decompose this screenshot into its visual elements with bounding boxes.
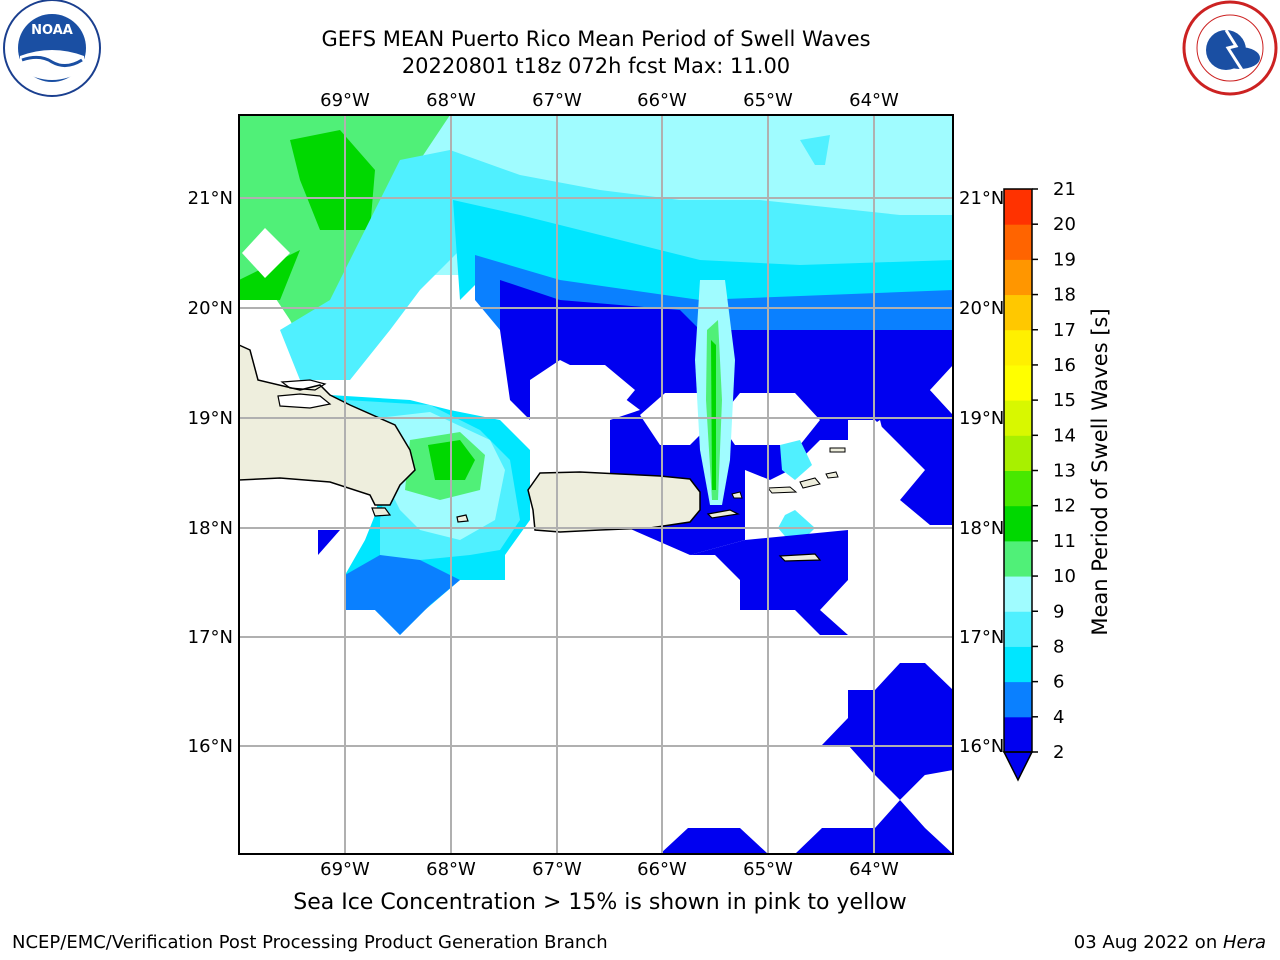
colorbar-tick-label: 6	[1053, 672, 1064, 693]
colorbar-segment	[1004, 259, 1032, 296]
colorbar-tick-label: 12	[1053, 496, 1076, 517]
colorbar-tick-label: 17	[1053, 320, 1076, 341]
colorbar-tick-label: 4	[1053, 707, 1064, 728]
lon-label-bottom: 69°W	[320, 859, 370, 880]
lat-label-left: 17°N	[188, 627, 233, 648]
colorbar-tick-label: 13	[1053, 461, 1076, 482]
colorbar-segment	[1004, 294, 1032, 331]
lon-label-top: 68°W	[426, 90, 476, 111]
map-subtitle: 20220801 t18z 072h fcst Max: 11.00	[401, 54, 791, 78]
lon-label-top: 64°W	[849, 90, 899, 111]
footer-host: Hera	[1222, 932, 1266, 953]
colorbar-tick-label: 2	[1053, 742, 1064, 763]
footer-date: 03 Aug 2022 on Hera	[1074, 932, 1266, 953]
colorbar-segment	[1004, 540, 1032, 577]
colorbar-tick-label: 21	[1053, 179, 1076, 200]
colorbar-tick-label: 15	[1053, 390, 1076, 411]
lon-label-bottom: 68°W	[426, 859, 476, 880]
colorbar-label: Mean Period of Swell Waves [s]	[1088, 308, 1112, 635]
lat-label-right: 21°N	[959, 188, 1004, 209]
map-title: GEFS MEAN Puerto Rico Mean Period of Swe…	[321, 27, 871, 51]
lon-label-top: 65°W	[743, 90, 793, 111]
colorbar-tick-label: 20	[1053, 214, 1076, 235]
footer-date-text: 03 Aug 2022 on	[1073, 932, 1223, 953]
colorbar-tick-label: 11	[1053, 531, 1076, 552]
lat-label-right: 16°N	[959, 736, 1004, 757]
map-frame	[238, 114, 954, 855]
lon-label-top: 67°W	[532, 90, 582, 111]
lon-label-bottom: 65°W	[743, 859, 793, 880]
colorbar-segment	[1004, 364, 1032, 401]
lat-label-right: 17°N	[959, 627, 1004, 648]
colorbar-segment	[1004, 189, 1032, 225]
noaa-logo-text: NOAA	[31, 23, 73, 38]
colorbar-tick-label: 18	[1053, 285, 1076, 306]
nws-logo	[1182, 0, 1278, 96]
colorbar-segment	[1004, 611, 1032, 647]
colorbar-segment	[1004, 435, 1032, 471]
colorbar-segment	[1004, 224, 1032, 260]
colorbar-tick-label: 10	[1053, 566, 1076, 587]
sea-ice-note: Sea Ice Concentration > 15% is shown in …	[293, 890, 907, 915]
lat-label-left: 18°N	[188, 518, 233, 539]
colorbar-extend-arrow	[1002, 751, 1034, 782]
colorbar-tick-label: 8	[1053, 636, 1064, 657]
lon-label-bottom: 67°W	[532, 859, 582, 880]
colorbar-segment	[1004, 716, 1032, 753]
colorbar-tick-label: 16	[1053, 355, 1076, 376]
noaa-logo: NOAA	[3, 0, 101, 97]
lat-label-left: 19°N	[188, 408, 233, 429]
colorbar-segment	[1004, 681, 1032, 718]
lat-label-right: 18°N	[959, 518, 1004, 539]
lon-label-top: 69°W	[320, 90, 370, 111]
lat-label-left: 20°N	[188, 298, 233, 319]
lon-label-top: 66°W	[637, 90, 687, 111]
lat-label-right: 20°N	[959, 298, 1004, 319]
colorbar-segment	[1004, 400, 1032, 436]
lon-label-bottom: 66°W	[637, 859, 687, 880]
lat-label-right: 19°N	[959, 408, 1004, 429]
colorbar: 2 4 6 8 9 10 11 12 13 14 15 16 17 18 19 20 21	[1002, 179, 1076, 782]
colorbar-segment	[1004, 646, 1032, 683]
map-gridlines	[239, 115, 953, 854]
colorbar-segment	[1004, 505, 1032, 542]
lat-label-left: 16°N	[188, 736, 233, 757]
colorbar-tick-label: 14	[1053, 425, 1076, 446]
land-masses	[238, 343, 846, 562]
colorbar-segment	[1004, 576, 1032, 612]
colorbar-tick-label: 9	[1053, 601, 1064, 622]
lat-label-left: 21°N	[188, 188, 233, 209]
colorbar-segment	[1004, 470, 1032, 507]
colorbar-tick-label: 19	[1053, 249, 1076, 270]
footer-branch: NCEP/EMC/Verification Post Processing Pr…	[12, 932, 608, 953]
lon-label-bottom: 64°W	[849, 859, 899, 880]
colorbar-segment	[1004, 329, 1032, 366]
